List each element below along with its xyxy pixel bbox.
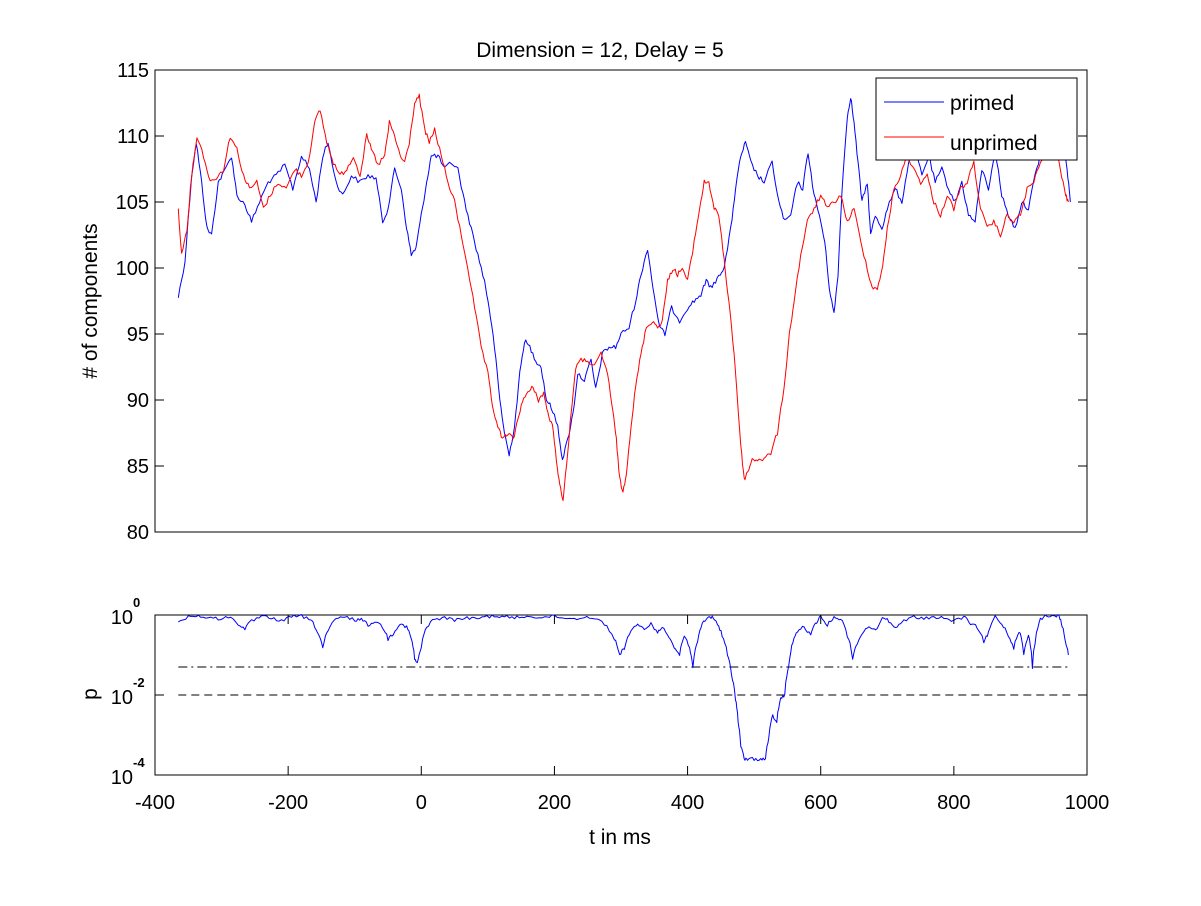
log-y-tick-exponent: 0 [133,595,140,610]
legend-box [875,77,1078,161]
x-axis-label: t in ms [589,826,651,849]
legend-label-primed: primed [950,92,1014,115]
p-value-line [178,613,1069,762]
y-tick-label: 100 [116,258,149,280]
x-tick-label: 800 [937,792,970,814]
y-tick-label: 85 [127,456,149,478]
log-y-tick-base: 10 [111,767,133,789]
bottom-series-group [178,613,1069,762]
top-axes: 80 85 90 95 100 105 110 115 Dimension = 12, Del… [79,39,1088,544]
log-y-tick-exponent: -4 [133,755,145,770]
x-tick-label: -200 [268,792,308,814]
x-tick-label: 1000 [1065,792,1110,814]
bottom-y-axis-label: p [79,688,102,700]
y-tick-label: 95 [127,324,149,346]
y-tick-label: 110 [117,126,149,148]
series-line-unprimed [177,93,1069,502]
legend-label-unprimed: unprimed [950,132,1038,155]
x-tick-label: -400 [135,792,175,814]
top-y-axis-label: # of components [79,223,102,378]
y-tick-label: 105 [116,192,149,214]
x-tick-label: 400 [671,792,704,814]
legend: primed unprimed [875,77,1078,161]
y-tick-label: 90 [127,390,149,412]
log-y-tick-base: 10 [111,687,133,709]
x-tick-label: 600 [804,792,837,814]
chart-title: Dimension = 12, Delay = 5 [476,39,723,62]
top-y-ticks: 80 85 90 95 100 105 110 115 [116,60,1087,544]
bottom-x-ticks: -400 -200 0 200 400 600 800 1000 [135,615,1109,814]
x-tick-label: 0 [416,792,427,814]
y-tick-label: 115 [117,60,149,82]
log-y-tick-base: 10 [111,607,133,629]
x-tick-label: 200 [538,792,571,814]
y-tick-label: 80 [127,522,149,544]
log-y-tick-exponent: -2 [133,675,145,690]
significance-lines [178,666,1071,696]
